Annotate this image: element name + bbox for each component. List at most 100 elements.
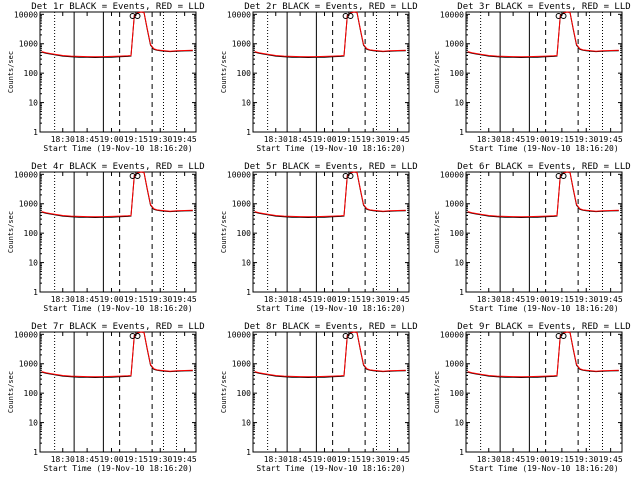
y-tick-label: 10000 <box>14 10 38 19</box>
y-tick-label: 1 <box>33 448 38 457</box>
y-tick-label: 1 <box>246 448 251 457</box>
y-tick-label: 1 <box>459 288 464 297</box>
y-tick-label: 10 <box>28 419 38 428</box>
events-series-line <box>254 11 406 59</box>
plot-frame <box>465 331 623 453</box>
x-tick-label: 19:15 <box>124 455 148 464</box>
y-tick-label: 100 <box>24 69 39 78</box>
y-tick-label: 100 <box>450 69 465 78</box>
x-tick-label: 19:45 <box>386 455 410 464</box>
x-tick-label: 19:00 <box>312 135 336 144</box>
y-tick-label: 10 <box>241 419 251 428</box>
y-tick-label: 1000 <box>19 40 38 49</box>
chart-title: Det 8r BLACK = Events, RED = LLD <box>244 322 417 332</box>
y-tick-label: 10000 <box>14 170 38 179</box>
events-series-line <box>254 171 406 219</box>
chart-panel-1: Det 1r BLACK = Events, RED = LLD 1 10 100 10… <box>7 2 205 153</box>
x-tick-label: 18:45 <box>501 295 525 304</box>
y-tick-label: 10 <box>241 99 251 108</box>
chart-title: Det 1r BLACK = Events, RED = LLD <box>31 2 204 12</box>
y-tick-label: 1 <box>33 128 38 137</box>
x-tick-label: 19:45 <box>599 455 623 464</box>
x-tick-label: 19:00 <box>99 455 123 464</box>
y-tick-label: 10000 <box>227 170 251 179</box>
events-series-line <box>254 331 406 379</box>
x-tick-label: 19:45 <box>173 135 197 144</box>
chart-title: Det 5r BLACK = Events, RED = LLD <box>244 162 417 172</box>
lld-series-line <box>41 171 193 218</box>
y-tick-label: 10 <box>454 99 464 108</box>
x-tick-label: 19:15 <box>550 295 574 304</box>
y-tick-label: 100 <box>237 389 252 398</box>
chart-panel-5: Det 5r BLACK = Events, RED = LLD 1 10 100 10… <box>220 162 418 313</box>
y-tick-label: 1 <box>459 128 464 137</box>
x-tick-label: 19:45 <box>386 135 410 144</box>
x-axis-label: Start Time (19-Nov-10 18:16:20) <box>256 464 405 473</box>
x-tick-label: 18:30 <box>264 295 288 304</box>
y-tick-label: 1 <box>459 448 464 457</box>
x-axis-label: Start Time (19-Nov-10 18:16:20) <box>43 144 192 153</box>
peak-marker <box>560 173 567 179</box>
x-tick-label: 18:45 <box>75 295 99 304</box>
x-tick-label: 18:45 <box>75 135 99 144</box>
x-tick-label: 19:15 <box>550 455 574 464</box>
y-tick-label: 10000 <box>14 330 38 339</box>
y-tick-label: 1000 <box>232 40 251 49</box>
x-tick-label: 19:00 <box>525 455 549 464</box>
y-tick-label: 10000 <box>440 10 464 19</box>
chart-panel-6: Det 6r BLACK = Events, RED = LLD 1 10 100 10… <box>433 162 631 313</box>
y-tick-label: 100 <box>24 389 39 398</box>
x-tick-label: 19:15 <box>124 295 148 304</box>
peak-marker <box>560 13 567 19</box>
chart-panel-4: Det 4r BLACK = Events, RED = LLD 1 10 100 10… <box>7 162 205 313</box>
x-tick-label: 19:45 <box>173 295 197 304</box>
y-axis-label: Counts/sec <box>220 51 228 93</box>
x-tick-label: 18:30 <box>51 295 75 304</box>
y-tick-label: 1000 <box>445 40 464 49</box>
x-axis-label: Start Time (19-Nov-10 18:16:20) <box>469 144 618 153</box>
lld-series-line <box>467 171 619 218</box>
x-axis-label: Start Time (19-Nov-10 18:16:20) <box>43 304 192 313</box>
peak-marker <box>134 173 141 179</box>
y-tick-label: 1000 <box>19 200 38 209</box>
x-tick-label: 19:00 <box>525 135 549 144</box>
y-tick-label: 1 <box>246 288 251 297</box>
x-axis-label: Start Time (19-Nov-10 18:16:20) <box>469 464 618 473</box>
x-tick-label: 18:30 <box>264 135 288 144</box>
y-tick-label: 1 <box>33 288 38 297</box>
y-axis-label: Counts/sec <box>7 211 15 253</box>
x-tick-label: 19:30 <box>148 295 172 304</box>
y-tick-label: 10 <box>454 419 464 428</box>
plot-frame <box>465 11 623 133</box>
peak-marker <box>347 333 354 339</box>
x-tick-label: 18:45 <box>288 455 312 464</box>
lld-series-line <box>467 331 619 378</box>
x-tick-label: 19:00 <box>99 135 123 144</box>
x-tick-label: 18:45 <box>75 455 99 464</box>
x-tick-label: 19:30 <box>574 135 598 144</box>
y-tick-label: 100 <box>24 229 39 238</box>
plot-frame <box>465 171 623 293</box>
x-tick-label: 18:30 <box>477 135 501 144</box>
peak-marker <box>134 333 141 339</box>
x-tick-label: 18:45 <box>501 135 525 144</box>
y-tick-label: 100 <box>237 229 252 238</box>
x-tick-label: 19:15 <box>337 135 361 144</box>
chart-title: Det 7r BLACK = Events, RED = LLD <box>31 322 204 332</box>
plot-frame <box>39 11 197 133</box>
lld-series-line <box>41 331 193 378</box>
x-axis-label: Start Time (19-Nov-10 18:16:20) <box>256 144 405 153</box>
lld-series-line <box>41 11 193 58</box>
y-axis-label: Counts/sec <box>220 211 228 253</box>
peak-marker <box>560 333 567 339</box>
x-tick-label: 19:30 <box>574 295 598 304</box>
x-tick-label: 18:45 <box>288 135 312 144</box>
x-tick-label: 19:30 <box>148 135 172 144</box>
x-tick-label: 18:30 <box>477 455 501 464</box>
x-tick-label: 18:45 <box>501 455 525 464</box>
y-tick-label: 1000 <box>19 360 38 369</box>
y-tick-label: 10000 <box>227 10 251 19</box>
x-tick-label: 19:30 <box>574 455 598 464</box>
x-tick-label: 19:30 <box>148 455 172 464</box>
